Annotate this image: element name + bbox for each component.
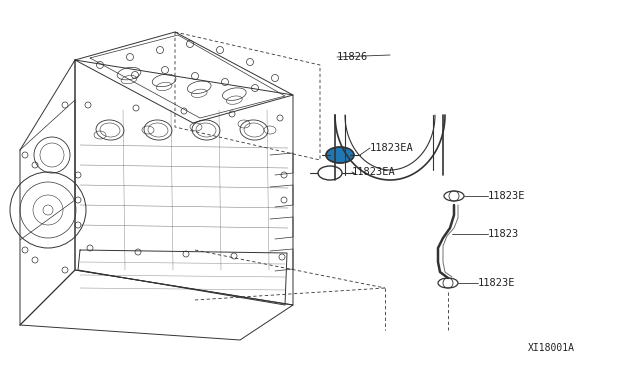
Text: 11823EA: 11823EA [370,143,413,153]
Text: 11823: 11823 [488,229,519,239]
Text: XI18001A: XI18001A [528,343,575,353]
Text: 11826: 11826 [337,52,368,62]
Text: 11823E: 11823E [488,191,525,201]
Ellipse shape [326,147,354,163]
Text: 11823EA: 11823EA [352,167,396,177]
Text: 11823E: 11823E [478,278,515,288]
